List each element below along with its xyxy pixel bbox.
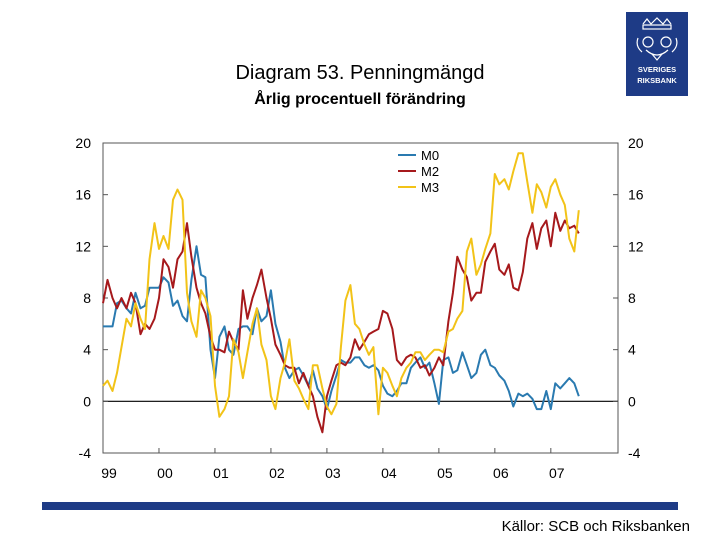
y-tick-label-right: 0 (628, 393, 636, 409)
y-tick-label-left: 16 (75, 187, 91, 203)
x-tick-label: 05 (437, 465, 453, 481)
legend-label-m2: M2 (421, 164, 439, 179)
x-tick-label: 99 (101, 465, 117, 481)
logo-text-line2: RIKSBANK (637, 76, 677, 85)
x-tick-label: 01 (213, 465, 229, 481)
series-line-m2 (102, 211, 580, 434)
legend-label-m0: M0 (421, 148, 439, 163)
y-tick-label-left: 4 (83, 342, 91, 358)
y-tick-label-left: -4 (79, 445, 92, 461)
x-tick-label: 07 (549, 465, 565, 481)
y-tick-label-right: -4 (628, 445, 641, 461)
riksbank-logo-icon: SVERIGES RIKSBANK (626, 12, 688, 96)
legend-label-m3: M3 (421, 180, 439, 195)
x-tick-label: 06 (493, 465, 509, 481)
y-tick-label-right: 12 (628, 238, 644, 254)
footer-bar (42, 502, 678, 510)
x-tick-label: 00 (157, 465, 173, 481)
x-tick-label: 03 (325, 465, 341, 481)
y-tick-label-left: 12 (75, 238, 91, 254)
y-tick-label-right: 20 (628, 135, 644, 151)
y-tick-label-left: 20 (75, 135, 91, 151)
chart-title: Diagram 53. Penningmängd (235, 62, 485, 84)
series-line-m3 (102, 152, 580, 418)
y-tick-label-left: 0 (83, 393, 91, 409)
y-tick-label-right: 16 (628, 187, 644, 203)
source-note: Källor: SCB och Riksbanken (501, 518, 690, 535)
logo-text-line1: SVERIGES (638, 65, 676, 74)
x-tick-label: 04 (381, 465, 397, 481)
x-tick-label: 02 (269, 465, 285, 481)
chart-subtitle: Årlig procentuell förändring (254, 91, 466, 108)
series-line-m0 (103, 245, 580, 411)
y-tick-label-left: 8 (83, 290, 91, 306)
y-tick-label-right: 8 (628, 290, 636, 306)
y-tick-label-right: 4 (628, 342, 636, 358)
